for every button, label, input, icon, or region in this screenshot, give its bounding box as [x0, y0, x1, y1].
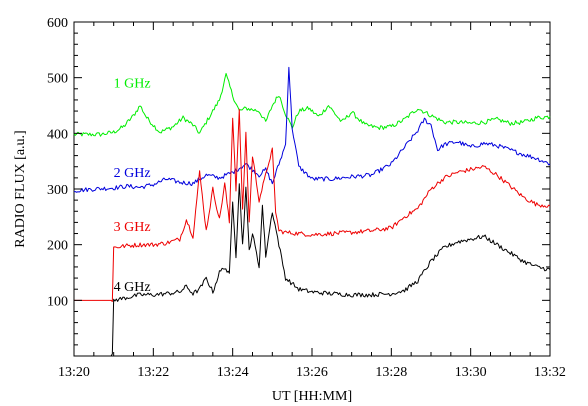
- y-tick-label: 500: [47, 72, 68, 87]
- series-line-4-ghz: [74, 183, 551, 357]
- series-line-2-ghz: [73, 66, 551, 193]
- x-tick-label: 13:20: [58, 365, 90, 380]
- x-tick-label: 13:30: [455, 365, 487, 380]
- series-labels: 1 GHz 2 GHz 3 GHz 4 GHz: [114, 77, 151, 295]
- x-tick-label: 13:28: [375, 365, 407, 380]
- x-tick-label: 13:32: [534, 365, 566, 380]
- ticks-layer: 13:20 13:22 13:24 13:26 13:28 13:30 13:32 100 20…: [47, 16, 566, 380]
- series-line-1-ghz: [73, 72, 551, 137]
- x-tick-label: 13:24: [217, 365, 249, 380]
- series-layer: [73, 66, 551, 357]
- series-label-4-ghz: 4 GHz: [114, 280, 151, 295]
- x-axis-label: UT [HH:MM]: [272, 389, 352, 404]
- x-tick-label: 13:22: [137, 365, 169, 380]
- y-tick-label: 600: [47, 16, 68, 31]
- series-label-3-ghz: 3 GHz: [114, 220, 151, 235]
- y-tick-label: 400: [47, 127, 68, 142]
- y-tick-label: 100: [47, 294, 68, 309]
- y-axis-label: RADIO FLUX [a.u.]: [13, 130, 28, 247]
- y-tick-label: 300: [47, 183, 68, 198]
- series-label-1-ghz: 1 GHz: [114, 77, 151, 92]
- plot-frame: [73, 21, 551, 357]
- series-line-3-ghz: [74, 108, 551, 302]
- series-label-2-ghz: 2 GHz: [114, 166, 151, 181]
- y-tick-label: 200: [47, 239, 68, 254]
- x-tick-label: 13:26: [296, 365, 328, 380]
